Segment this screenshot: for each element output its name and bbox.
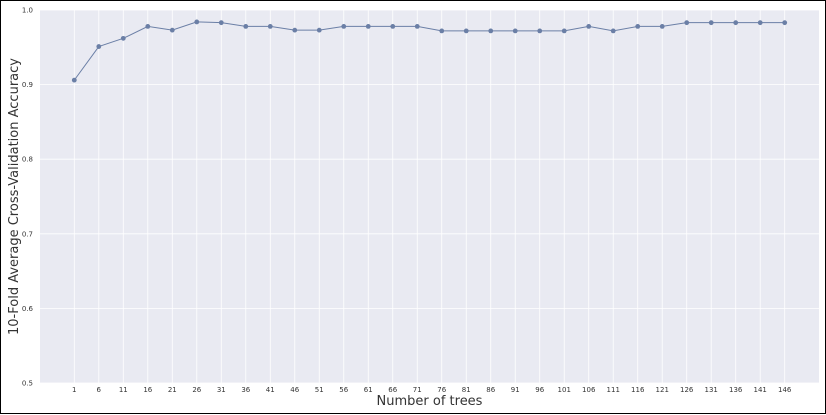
y-axis-label: 10-Fold Average Cross-Validation Accurac… xyxy=(7,58,22,335)
x-tick-label: 21 xyxy=(168,386,177,394)
data-point xyxy=(463,28,469,34)
x-tick-label: 6 xyxy=(97,386,102,394)
data-point xyxy=(610,28,616,34)
x-tick-label: 1 xyxy=(72,386,76,394)
x-tick-label: 111 xyxy=(607,386,620,394)
x-tick-label: 121 xyxy=(656,386,669,394)
y-tick-label: 1.0 xyxy=(22,7,33,15)
y-tick-label: 0.5 xyxy=(22,380,33,388)
data-point xyxy=(635,24,641,29)
data-point xyxy=(708,20,714,26)
data-point xyxy=(341,24,347,29)
x-tick-label: 86 xyxy=(486,386,495,394)
data-point xyxy=(537,28,543,34)
x-tick-label: 126 xyxy=(680,386,694,394)
series-line xyxy=(73,21,785,81)
data-point xyxy=(120,35,126,41)
y-tick-labels: 0.5 0.6 0.7 0.8 0.9 1.0 xyxy=(22,7,34,388)
x-tick-label: 81 xyxy=(462,386,471,394)
x-tick-label: 91 xyxy=(511,386,520,394)
x-axis-label: Number of trees xyxy=(377,394,483,409)
data-point xyxy=(218,20,224,26)
x-tick-label: 11 xyxy=(119,386,128,394)
x-tick-label: 136 xyxy=(729,386,743,394)
data-point xyxy=(243,24,249,29)
x-tick-label: 26 xyxy=(192,386,201,394)
grid-lines xyxy=(40,9,819,384)
x-tick-label: 16 xyxy=(143,386,152,394)
data-point xyxy=(365,24,371,29)
x-tick-label: 66 xyxy=(388,386,397,394)
data-point xyxy=(414,24,420,29)
data-point xyxy=(586,24,592,29)
y-tick-label: 0.8 xyxy=(22,156,33,164)
data-point xyxy=(512,28,518,34)
data-point xyxy=(96,44,102,49)
x-tick-label: 96 xyxy=(535,386,544,394)
data-point xyxy=(733,20,739,26)
x-tick-label: 56 xyxy=(339,386,348,394)
data-point xyxy=(145,24,151,29)
x-tick-label: 116 xyxy=(631,386,645,394)
data-point xyxy=(782,20,788,26)
data-point xyxy=(292,27,298,33)
y-tick-label: 0.9 xyxy=(22,81,33,89)
x-tick-label: 36 xyxy=(241,386,250,394)
x-tick-label: 146 xyxy=(778,386,792,394)
data-point xyxy=(71,77,77,83)
x-tick-label: 41 xyxy=(266,386,275,394)
x-tick-label: 141 xyxy=(754,386,767,394)
x-tick-label: 131 xyxy=(705,386,718,394)
x-tick-label: 61 xyxy=(364,386,373,394)
x-tick-label: 51 xyxy=(315,386,324,394)
x-tick-labels: 1 6 11 16 21 26 31 36 41 46 51 56 61 66 71 76 81 86 91 96 10… xyxy=(72,386,792,394)
data-point xyxy=(439,28,445,34)
x-tick-label: 46 xyxy=(290,386,299,394)
data-point xyxy=(194,19,200,25)
data-point xyxy=(390,24,396,29)
y-tick-label: 0.7 xyxy=(22,230,33,238)
data-point xyxy=(757,20,763,26)
data-point xyxy=(684,20,690,26)
x-tick-label: 76 xyxy=(437,386,446,394)
y-tick-label: 0.6 xyxy=(22,305,34,313)
data-point xyxy=(169,27,175,33)
data-point xyxy=(659,24,665,29)
data-point xyxy=(267,24,273,29)
data-point xyxy=(488,28,494,34)
data-point xyxy=(316,27,322,33)
x-tick-label: 31 xyxy=(217,386,226,394)
x-tick-label: 101 xyxy=(558,386,571,394)
data-series xyxy=(71,19,788,83)
plot-area xyxy=(40,10,819,383)
x-tick-label: 71 xyxy=(413,386,422,394)
data-point xyxy=(561,28,567,34)
x-tick-label: 106 xyxy=(582,386,596,394)
